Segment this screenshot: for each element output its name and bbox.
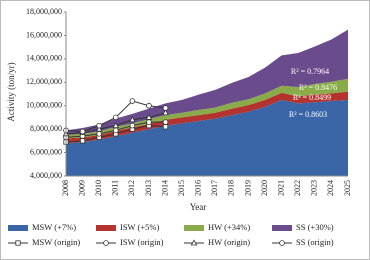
x-tick-label: 2017 bbox=[210, 180, 219, 196]
x-tick-label: 2013 bbox=[144, 180, 153, 196]
legend-label: SS (origin) bbox=[296, 237, 334, 247]
marker bbox=[15, 240, 21, 246]
x-tick-label: 2022 bbox=[293, 180, 302, 196]
area bbox=[66, 91, 348, 144]
y-tick-label: 10,000,000 bbox=[26, 101, 62, 110]
legend-label: HW (origin) bbox=[208, 237, 250, 247]
x-tick-label: 2010 bbox=[94, 180, 103, 196]
x-tick-label: 2018 bbox=[227, 180, 236, 196]
y-tick-label: 12,000,000 bbox=[26, 77, 62, 86]
y-tick-label: 4,000,000 bbox=[30, 171, 62, 180]
legend-swatch bbox=[8, 225, 28, 231]
marker bbox=[95, 125, 103, 132]
x-tick-label: 2014 bbox=[160, 180, 169, 196]
x-tick-label: 2011 bbox=[111, 180, 120, 196]
marker bbox=[112, 127, 119, 134]
area bbox=[66, 99, 348, 176]
marker bbox=[162, 119, 169, 125]
x-tick-label: 2020 bbox=[260, 180, 269, 196]
marker bbox=[162, 124, 169, 130]
x-tick-label: 2025 bbox=[343, 180, 352, 196]
legend-swatch bbox=[272, 225, 292, 231]
r2-annotation: R² = 0.8499 bbox=[293, 93, 331, 102]
x-tick-label: 2024 bbox=[326, 180, 335, 196]
area bbox=[66, 29, 348, 136]
y-tick-label: 18,000,000 bbox=[26, 7, 62, 16]
r2-annotation: R² = 0.7964 bbox=[291, 67, 329, 76]
marker bbox=[162, 105, 169, 111]
y-tick-label: 8,000,000 bbox=[30, 124, 62, 133]
x-tick-label: 2019 bbox=[243, 180, 252, 196]
marker bbox=[146, 102, 152, 109]
legend-label: HW (+34%) bbox=[208, 222, 250, 232]
legend-label: MSW (origin) bbox=[32, 237, 80, 247]
legend-label: ISW (origin) bbox=[120, 237, 164, 247]
area bbox=[66, 78, 348, 139]
x-tick-label: 2009 bbox=[77, 180, 86, 196]
y-axis-label: Activity (ton/yr) bbox=[6, 62, 16, 121]
x-tick-label: 2008 bbox=[61, 180, 70, 196]
x-tick-label: 2023 bbox=[310, 180, 319, 196]
legend-swatch bbox=[184, 225, 204, 231]
x-axis-label: Year bbox=[190, 202, 207, 212]
marker bbox=[96, 131, 102, 137]
x-tick-label: 2012 bbox=[127, 180, 136, 196]
marker bbox=[279, 240, 285, 246]
x-tick-label: 2016 bbox=[194, 180, 203, 196]
marker bbox=[146, 119, 152, 125]
r2-annotation: R² = 0.8476 bbox=[299, 83, 337, 92]
marker bbox=[103, 240, 109, 246]
marker bbox=[112, 121, 120, 129]
marker bbox=[190, 239, 198, 246]
marker bbox=[162, 109, 169, 116]
marker bbox=[129, 116, 136, 123]
y-tick-label: 6,000,000 bbox=[30, 147, 62, 156]
legend-label: MSW (+7%) bbox=[32, 222, 76, 232]
legend-label: SS (+30%) bbox=[296, 222, 334, 232]
legend-label: ISW (+5%) bbox=[120, 222, 160, 232]
y-tick-label: 16,000,000 bbox=[26, 30, 62, 39]
r2-annotation: R² = 0.8603 bbox=[289, 110, 327, 119]
marker bbox=[79, 128, 86, 135]
x-tick-label: 2021 bbox=[276, 180, 285, 196]
y-tick-label: 14,000,000 bbox=[26, 54, 62, 63]
marker bbox=[145, 113, 153, 120]
marker bbox=[129, 98, 136, 104]
marker bbox=[129, 122, 136, 129]
legend-swatch bbox=[96, 225, 116, 231]
x-tick-label: 2015 bbox=[177, 180, 186, 196]
marker bbox=[112, 114, 119, 121]
marker bbox=[79, 138, 86, 144]
marker bbox=[96, 122, 102, 129]
